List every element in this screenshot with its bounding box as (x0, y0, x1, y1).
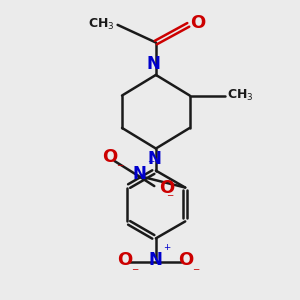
Text: N: N (133, 165, 146, 183)
Text: O: O (190, 14, 205, 32)
Text: CH$_3$: CH$_3$ (226, 88, 253, 103)
Text: $^+$: $^+$ (146, 158, 157, 170)
Text: O: O (178, 251, 193, 269)
Text: N: N (148, 251, 162, 269)
Text: $^-$: $^-$ (130, 266, 140, 279)
Text: N: N (148, 150, 161, 168)
Text: $^+$: $^+$ (162, 244, 172, 256)
Text: $^-$: $^-$ (166, 192, 176, 205)
Text: O: O (160, 178, 175, 196)
Text: O: O (117, 251, 133, 269)
Text: O: O (103, 148, 118, 166)
Text: $^-$: $^-$ (115, 162, 125, 175)
Text: $^-$: $^-$ (191, 266, 201, 279)
Text: N: N (147, 56, 160, 74)
Text: CH$_3$: CH$_3$ (88, 17, 115, 32)
